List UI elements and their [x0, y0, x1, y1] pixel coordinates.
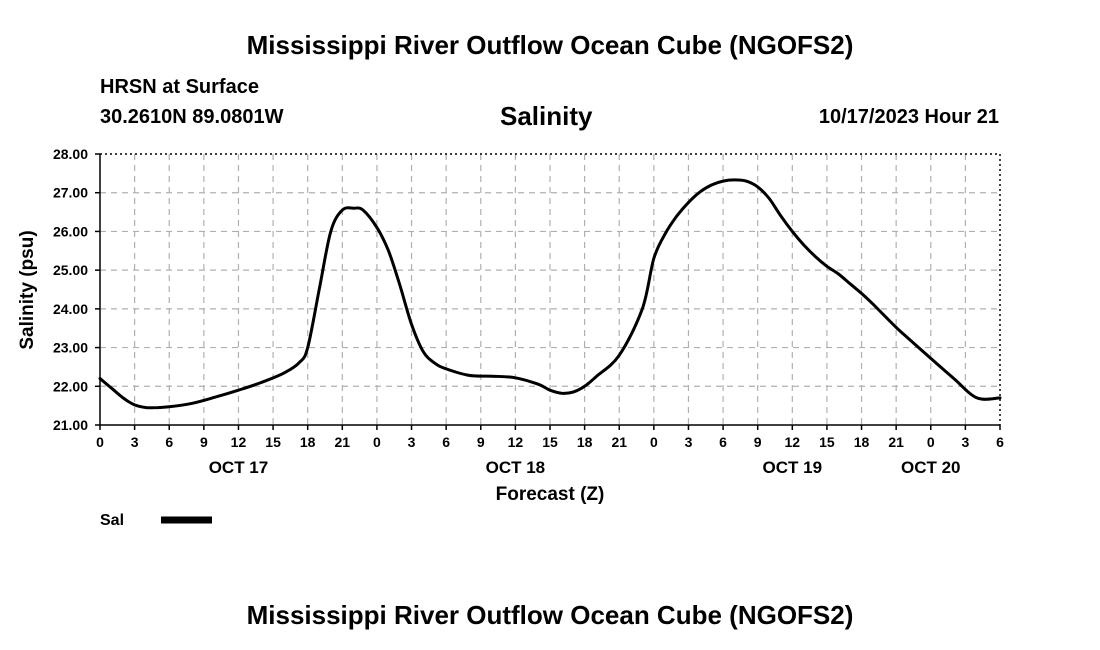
axis-labels: 21.00 22.00 23.00 24.00 25.00 26.00 27.00 28.00… [53, 146, 1004, 477]
x-tick-label: 9 [200, 434, 208, 450]
series-layer [98, 178, 1002, 410]
grid-lines [100, 154, 1000, 425]
x-tick-label: 0 [927, 434, 935, 450]
chart-title: Salinity [500, 101, 593, 131]
legend: Sal [100, 512, 212, 529]
legend-label-sal: Sal [100, 512, 124, 529]
station-label: HRSN at Surface [100, 76, 259, 98]
x-tick-label: 3 [685, 434, 693, 450]
x-tick-label: 21 [611, 434, 627, 450]
x-tick-label: 12 [231, 434, 247, 450]
x-tick-label: 21 [335, 434, 351, 450]
x-tick-label: 15 [265, 434, 281, 450]
y-tick-label: 24.00 [53, 301, 88, 317]
y-tick-label: 25.00 [53, 262, 88, 278]
y-tick-label: 26.00 [53, 223, 88, 239]
x-tick-label: 15 [542, 434, 558, 450]
station-coordinates: 30.2610N 89.0801W [100, 106, 284, 128]
x-tick-label: 18 [300, 434, 316, 450]
y-tick-label: 22.00 [53, 378, 88, 394]
x-tick-label: 12 [785, 434, 801, 450]
x-tick-label: 9 [754, 434, 762, 450]
x-tick-label: 15 [819, 434, 835, 450]
x-tick-label: 0 [373, 434, 381, 450]
date-label: OCT 19 [763, 458, 823, 477]
y-tick-label: 21.00 [53, 417, 88, 433]
x-tick-label: 6 [996, 434, 1004, 450]
date-label: OCT 20 [901, 458, 961, 477]
x-tick-label: 18 [854, 434, 870, 450]
x-tick-label: 18 [577, 434, 593, 450]
x-tick-label: 6 [442, 434, 450, 450]
x-tick-label: 12 [508, 434, 524, 450]
bottom-title: Mississippi River Outflow Ocean Cube (NG… [246, 600, 854, 630]
x-tick-label: 6 [719, 434, 727, 450]
y-tick-label: 27.00 [53, 185, 88, 201]
y-axis-title: Salinity (psu) [17, 230, 38, 349]
x-tick-label: 21 [888, 434, 904, 450]
x-tick-label: 3 [131, 434, 139, 450]
x-tick-label: 0 [96, 434, 104, 450]
x-tick-label: 3 [408, 434, 416, 450]
forecast-datetime: 10/17/2023 Hour 21 [818, 106, 999, 128]
main-title: Mississippi River Outflow Ocean Cube (NG… [246, 30, 854, 60]
date-label: OCT 18 [486, 458, 546, 477]
series-line-sal [98, 178, 1002, 410]
date-label: OCT 17 [209, 458, 269, 477]
x-axis-title: Forecast (Z) [496, 484, 605, 505]
x-tick-label: 9 [477, 434, 485, 450]
x-tick-label: 3 [961, 434, 969, 450]
x-tick-label: 0 [650, 434, 658, 450]
y-tick-label: 23.00 [53, 340, 88, 356]
x-tick-label: 6 [165, 434, 173, 450]
y-tick-label: 28.00 [53, 146, 88, 162]
